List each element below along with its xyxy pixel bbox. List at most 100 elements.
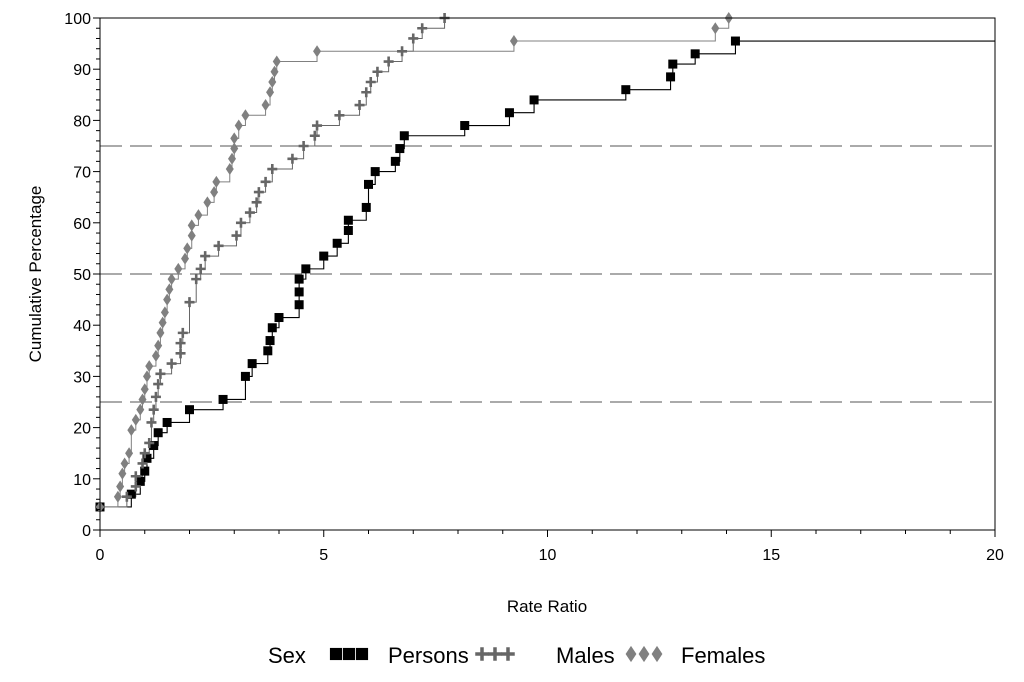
- data-point-males: [184, 297, 195, 308]
- data-point-males: [383, 56, 394, 67]
- data-point-males: [354, 100, 365, 111]
- data-point-females: [174, 262, 183, 275]
- data-point-males: [260, 176, 271, 187]
- x-tick-label: 0: [96, 547, 105, 564]
- data-point-males: [372, 66, 383, 77]
- data-point-females: [266, 86, 275, 99]
- data-point-males: [130, 481, 141, 492]
- y-tick-label: 70: [73, 165, 91, 182]
- data-point-males: [175, 348, 186, 359]
- legend-title: Sex: [268, 643, 306, 668]
- y-tick-label: 10: [73, 472, 91, 489]
- data-point-males: [177, 327, 188, 338]
- legend-items: Persons Males Females: [329, 643, 765, 668]
- data-point-females: [118, 467, 127, 480]
- data-point-females: [261, 99, 270, 112]
- data-point-females: [270, 65, 279, 78]
- data-point-persons: [162, 417, 172, 427]
- y-axis-title: Cumulative Percentage: [26, 186, 45, 363]
- data-point-males: [144, 437, 155, 448]
- data-point-females: [142, 370, 151, 383]
- data-point-males: [148, 404, 159, 415]
- data-point-persons: [621, 85, 631, 95]
- y-tick-label: 20: [73, 421, 91, 438]
- series-line-females: [100, 18, 730, 508]
- data-point-males: [153, 379, 164, 390]
- data-point-persons: [240, 371, 250, 381]
- data-point-females: [230, 142, 239, 155]
- data-point-females: [313, 45, 322, 58]
- data-point-females: [234, 119, 243, 132]
- data-point-persons: [135, 476, 145, 486]
- data-point-females: [127, 424, 136, 437]
- data-point-females: [241, 109, 250, 122]
- data-point-males: [137, 458, 148, 469]
- y-tick-label: 50: [73, 267, 91, 284]
- legend-marker-males: [501, 647, 515, 661]
- data-point-females: [158, 316, 167, 329]
- data-point-males: [213, 240, 224, 251]
- data-point-persons: [274, 313, 284, 323]
- y-axis-ticks: 0 10 20 30 40 50 60 70 80 90 100: [64, 11, 100, 540]
- data-point-males: [417, 23, 428, 34]
- y-tick-label: 100: [64, 11, 91, 28]
- data-point-females: [116, 480, 125, 493]
- data-point-persons: [364, 179, 373, 189]
- data-point-females: [113, 490, 122, 503]
- data-point-females: [187, 219, 196, 232]
- data-point-persons: [343, 225, 353, 235]
- data-point-persons: [218, 394, 228, 404]
- data-point-males: [334, 110, 345, 121]
- data-point-females: [210, 186, 219, 199]
- data-point-persons: [140, 466, 150, 476]
- legend-marker-persons: [329, 647, 343, 661]
- data-point-females: [225, 163, 234, 176]
- data-point-males: [253, 187, 264, 198]
- x-axis-ticks: 0 5 10 15 20: [96, 530, 1004, 564]
- data-point-females: [167, 273, 176, 286]
- data-point-males: [361, 87, 372, 98]
- legend-marker-females: [625, 645, 637, 663]
- data-point-persons: [361, 202, 371, 212]
- data-point-persons: [263, 346, 273, 356]
- data-point-persons: [460, 121, 470, 131]
- legend-label-persons: Persons: [388, 643, 469, 668]
- data-point-males: [267, 164, 278, 175]
- data-point-persons: [390, 156, 400, 166]
- data-point-males: [312, 120, 323, 131]
- x-axis-title: Rate Ratio: [507, 597, 587, 616]
- data-point-females: [203, 196, 212, 209]
- data-point-females: [212, 175, 221, 188]
- data-point-males: [309, 130, 320, 141]
- series-step-lines: [100, 18, 995, 508]
- data-point-persons: [247, 359, 257, 369]
- data-point-females: [145, 360, 154, 373]
- y-tick-label: 80: [73, 113, 91, 130]
- data-point-persons: [185, 405, 194, 415]
- y-tick-label: 90: [73, 62, 91, 79]
- y-tick-label: 30: [73, 369, 91, 386]
- data-point-females: [187, 229, 196, 242]
- y-tick-label: 60: [73, 216, 91, 233]
- data-point-females: [125, 447, 134, 460]
- y-tick-label: 0: [82, 523, 91, 540]
- data-point-females: [194, 209, 203, 222]
- data-point-persons: [153, 428, 163, 438]
- data-point-females: [228, 152, 237, 165]
- data-point-persons: [126, 489, 136, 499]
- data-point-females: [711, 22, 720, 35]
- x-tick-label: 10: [539, 547, 557, 564]
- data-point-males: [287, 153, 298, 164]
- x-tick-label: 5: [319, 547, 328, 564]
- series-markers: [95, 12, 740, 513]
- data-point-males: [146, 417, 157, 428]
- legend: Sex Persons Males Females: [268, 643, 765, 668]
- data-point-males: [251, 197, 262, 208]
- reference-lines: [100, 145, 995, 403]
- data-point-females: [140, 383, 149, 396]
- legend-marker-persons: [342, 647, 356, 661]
- data-point-persons: [265, 336, 275, 346]
- data-point-females: [156, 326, 165, 339]
- legend-label-females: Females: [681, 643, 765, 668]
- data-point-persons: [267, 323, 277, 333]
